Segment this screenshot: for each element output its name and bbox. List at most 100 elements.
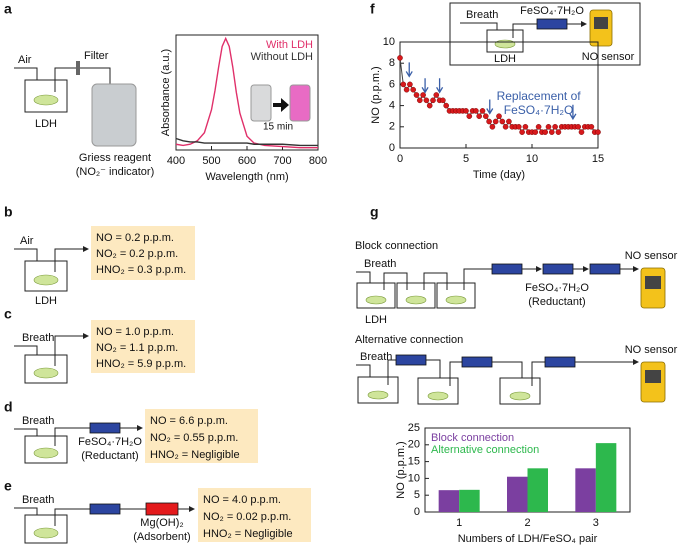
- data-point: [516, 124, 522, 130]
- x-tick-label: 15: [592, 153, 604, 165]
- reductant-label: FeSO₄·7H₂O: [78, 436, 142, 448]
- outlet: [54, 67, 76, 92]
- data-point: [413, 92, 420, 98]
- annotation: Replacement of: [497, 89, 582, 103]
- bar: [527, 468, 548, 512]
- data-point: [506, 118, 512, 125]
- arrow: [273, 98, 289, 112]
- panel-f: f Breath FeSO₄·7H₂O LDH NO sensor: [370, 1, 641, 66]
- ldh: [494, 39, 516, 49]
- panel-c: c Breath NO = 1.0 p.p.m. NO₂ = 1.1 p.p.m…: [4, 306, 195, 384]
- x-axis-label: Numbers of LDH/FeSO₄ pair: [458, 533, 598, 545]
- legend-entry: With LDH: [266, 39, 313, 51]
- ldh-label: LDH: [35, 118, 57, 130]
- inset-label: 15 min: [263, 122, 293, 133]
- result: NO₂ = 0.02 p.p.m.: [203, 511, 291, 523]
- y-tick-label: 2: [389, 121, 395, 133]
- data-point: [397, 55, 403, 61]
- data-point: [575, 124, 582, 130]
- reductant: [89, 503, 121, 515]
- input-label: Breath: [22, 415, 54, 427]
- x-tick-label: 2: [524, 517, 530, 529]
- x-tick-label: 3: [593, 517, 599, 529]
- vial-before: [250, 84, 272, 122]
- input-label: Air: [20, 235, 34, 247]
- x-tick-label: 5: [463, 153, 469, 165]
- sensor-screen: [645, 370, 661, 383]
- data-point: [476, 113, 483, 119]
- data-point: [466, 113, 473, 119]
- x-tick-label: 600: [238, 155, 256, 167]
- y-axis-label: Absorbance (a.u.): [160, 49, 172, 136]
- connector: [531, 361, 545, 386]
- inset-label: Breath: [466, 9, 498, 21]
- connector: [426, 359, 443, 386]
- x-tick-label: 1: [456, 517, 462, 529]
- panel-label: d: [4, 399, 13, 415]
- data-point: [545, 124, 552, 130]
- outlet: [54, 427, 90, 446]
- data-point: [420, 92, 426, 98]
- reductant: [491, 263, 523, 275]
- result-box: [91, 320, 195, 373]
- y-tick-label: 15: [408, 456, 420, 468]
- ldh: [509, 391, 531, 401]
- data-point: [400, 81, 407, 88]
- data-point: [502, 124, 509, 130]
- bar: [575, 468, 596, 512]
- y-tick-label: 0: [414, 506, 420, 518]
- data-point: [416, 97, 423, 104]
- input-label: Air: [18, 54, 32, 66]
- data-point: [423, 97, 430, 104]
- adsorbent: [145, 502, 179, 516]
- data-point: [552, 124, 558, 130]
- x-axis-label: Time (day): [473, 169, 525, 181]
- reductant-note: (Reductant): [528, 296, 585, 308]
- y-tick-label: 4: [389, 100, 395, 112]
- plot-frame: [399, 41, 599, 149]
- y-axis-label: NO (p.p.m.): [370, 66, 382, 123]
- reductant: [542, 263, 574, 275]
- outlet: [54, 246, 89, 272]
- reductant: [544, 356, 576, 368]
- bar: [507, 476, 528, 512]
- bar: [595, 443, 617, 512]
- result: NO₂ = 0.55 p.p.m.: [150, 432, 238, 444]
- panel-label: g: [370, 204, 379, 220]
- data-point: [407, 81, 413, 88]
- panel-g: g Block connection Breath LDH FeSO₄·7H₂O…: [355, 204, 678, 405]
- x-tick-label: 400: [167, 155, 185, 167]
- panel-label: a: [4, 1, 12, 17]
- data-point: [595, 129, 601, 135]
- panel-label: b: [4, 204, 13, 220]
- adsorbent-label: Mg(OH)₂: [140, 517, 183, 529]
- x-tick-label: 0: [397, 153, 403, 165]
- y-tick-label: 5: [414, 489, 420, 501]
- reductant: [461, 356, 493, 368]
- data-point: [486, 118, 492, 125]
- reductant: [536, 18, 568, 30]
- sensor-screen: [594, 17, 608, 29]
- annotation-arrow: [569, 104, 577, 121]
- ldh-box: [24, 354, 68, 384]
- ldh-label: LDH: [365, 314, 387, 326]
- data-point: [479, 108, 486, 114]
- inset-label: FeSO₄·7H₂O: [520, 5, 584, 17]
- legend-entry: Block connection: [431, 432, 514, 444]
- inset-label: LDH: [494, 53, 516, 65]
- data-point: [410, 86, 417, 93]
- panel-e: e Breath Mg(OH)₂ (Adsorbent) NO = 4.0 p.…: [4, 478, 311, 544]
- result-box: [145, 409, 258, 463]
- inset-label: NO sensor: [582, 51, 635, 63]
- reductant: [395, 354, 427, 366]
- annotation-arrow: [486, 99, 494, 115]
- data-point: [542, 129, 549, 135]
- result: HNO₂ = Negligible: [150, 449, 240, 461]
- ldh: [427, 391, 449, 401]
- legend-entry: Without LDH: [251, 51, 313, 63]
- result-box: [91, 226, 195, 280]
- outlet: [54, 333, 89, 366]
- ldh: [365, 295, 387, 305]
- sensor-screen: [645, 276, 661, 289]
- data-point: [535, 124, 542, 130]
